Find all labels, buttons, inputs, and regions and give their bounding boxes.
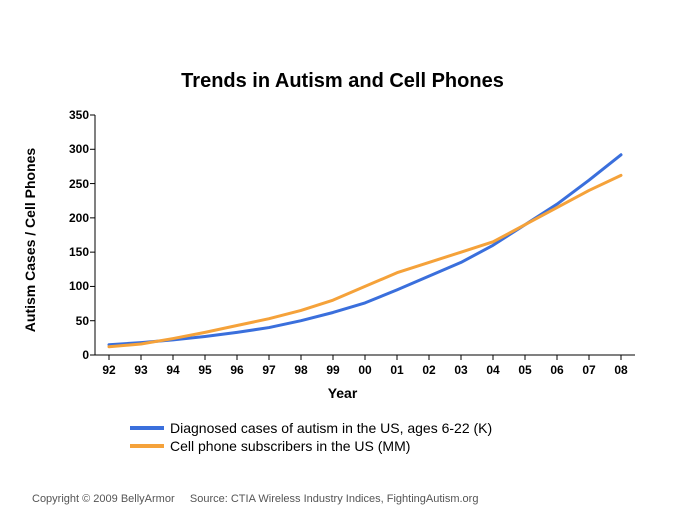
x-tick-label: 99 xyxy=(326,355,339,377)
legend-item: Diagnosed cases of autism in the US, age… xyxy=(130,420,492,436)
footer-source: Source: CTIA Wireless Industry Indices, … xyxy=(190,493,479,505)
legend-item: Cell phone subscribers in the US (MM) xyxy=(130,438,492,454)
y-tick-label: 200 xyxy=(49,211,95,225)
y-tick-label: 250 xyxy=(49,177,95,191)
footer: Copyright © 2009 BellyArmor Source: CTIA… xyxy=(32,493,478,505)
y-tick-label: 300 xyxy=(49,142,95,156)
y-axis-title: Autism Cases / Cell Phones xyxy=(22,148,38,332)
x-tick-label: 06 xyxy=(550,355,563,377)
x-tick-label: 94 xyxy=(166,355,179,377)
y-tick-label: 50 xyxy=(49,314,95,328)
y-tick-label: 150 xyxy=(49,245,95,259)
x-tick-label: 01 xyxy=(390,355,403,377)
x-axis-title: Year xyxy=(0,385,685,401)
x-tick-label: 00 xyxy=(358,355,371,377)
x-tick-label: 93 xyxy=(134,355,147,377)
x-tick-label: 96 xyxy=(230,355,243,377)
legend-label: Diagnosed cases of autism in the US, age… xyxy=(170,420,492,436)
x-tick-label: 92 xyxy=(102,355,115,377)
chart-title: Trends in Autism and Cell Phones xyxy=(0,70,685,93)
x-tick-label: 05 xyxy=(518,355,531,377)
y-tick-label: 100 xyxy=(49,279,95,293)
x-tick-label: 95 xyxy=(198,355,211,377)
x-tick-label: 98 xyxy=(294,355,307,377)
plot-svg xyxy=(85,105,645,365)
x-tick-label: 03 xyxy=(454,355,467,377)
legend-swatch-cellphones xyxy=(130,444,164,448)
y-tick-label: 350 xyxy=(49,108,95,122)
x-tick-label: 97 xyxy=(262,355,275,377)
legend-label: Cell phone subscribers in the US (MM) xyxy=(170,438,410,454)
chart-container: Trends in Autism and Cell Phones Autism … xyxy=(0,0,685,517)
footer-copyright: Copyright © 2009 BellyArmor xyxy=(32,493,175,505)
x-tick-label: 02 xyxy=(422,355,435,377)
x-tick-label: 07 xyxy=(582,355,595,377)
x-tick-label: 08 xyxy=(614,355,627,377)
plot-area: 0501001502002503003509293949596979899000… xyxy=(95,115,635,355)
legend-swatch-autism xyxy=(130,426,164,430)
x-tick-label: 04 xyxy=(486,355,499,377)
legend: Diagnosed cases of autism in the US, age… xyxy=(130,420,492,456)
y-tick-label: 0 xyxy=(49,348,95,362)
